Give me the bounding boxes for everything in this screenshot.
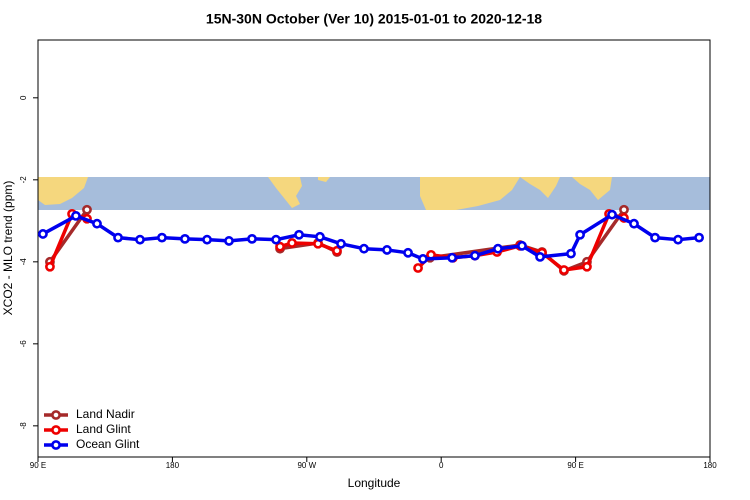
data-point [271,234,281,245]
data-point [82,204,92,215]
data-point [359,243,369,254]
x-tick-label: 0 [439,461,444,470]
legend-marker [51,425,61,435]
data-point [447,252,458,263]
x-tick-label: 90 E [30,461,46,470]
legend-marker [51,410,61,420]
data-point [336,238,346,249]
data-point [582,261,592,272]
plot-frame [37,39,711,458]
y-tick-label: -2 [19,176,28,184]
data-point [566,248,576,259]
legend-label: Ocean Glint [76,437,140,451]
data-point [607,209,617,220]
data-point [517,240,527,251]
data-point [418,254,428,264]
data-point [470,250,480,261]
data-point [202,234,212,245]
data-point [535,252,545,262]
data-point [287,238,297,248]
data-point [694,232,704,243]
y-tick-label: -6 [19,340,28,348]
data-point [157,232,167,243]
data-point [403,247,413,258]
data-point [294,229,304,240]
data-point [224,236,234,246]
data-point [493,243,503,254]
y-tick-label: -8 [19,422,28,430]
data-point [135,234,145,245]
legend-marker [51,440,61,450]
chart-title: 15N-30N October (Ver 10) 2015-01-01 to 2… [206,11,542,27]
x-axis-label: Longitude [348,476,401,490]
x-tick-label: 90 E [567,461,583,470]
y-tick-label: 0 [19,95,28,100]
data-point [575,229,585,240]
data-point [413,263,423,273]
legend-label: Land Glint [76,422,131,436]
data-point [650,232,660,243]
data-point [382,245,392,255]
data-point [71,211,81,221]
x-tick-label: 180 [703,461,717,470]
data-point [113,232,123,243]
x-tick-label: 90 W [297,461,316,470]
data-point [92,218,102,229]
data-point [315,231,325,242]
data-point [673,234,683,245]
map-strip [38,177,710,210]
data-point [180,233,190,244]
data-point [45,261,55,272]
data-point [559,265,569,275]
data-point [38,229,48,239]
x-tick-label: 180 [166,461,180,470]
data-point [332,245,342,256]
y-axis-label: XCO2 - MLO trend (ppm) [1,181,15,316]
data-point [275,241,285,252]
data-point [619,204,629,215]
data-point [247,233,257,244]
legend-label: Land Nadir [76,407,135,421]
y-tick-label: -4 [19,258,28,266]
data-point [629,218,639,229]
